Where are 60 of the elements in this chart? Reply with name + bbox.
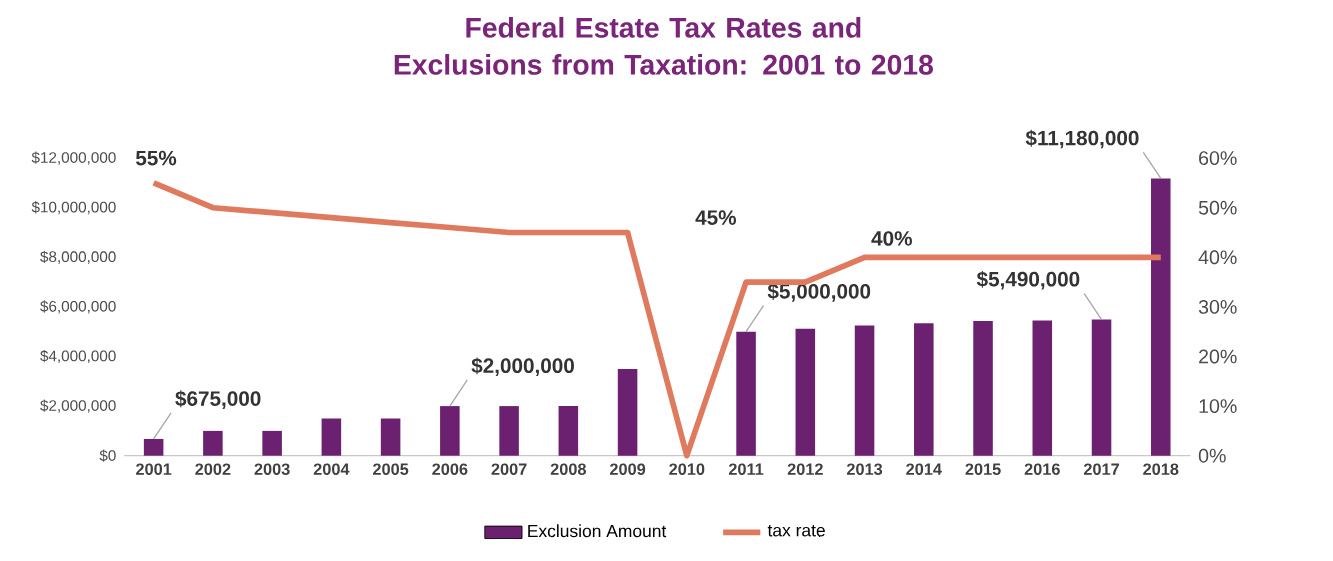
- bar: [795, 328, 816, 456]
- chart-title: Federal Estate Tax Rates and Exclusions from Taxation: 2001 to 2018: [394, 16, 933, 75]
- bar: [1151, 178, 1171, 456]
- x-tick-label: 2002: [195, 463, 231, 475]
- bar: [262, 430, 282, 456]
- bar: [499, 406, 519, 456]
- bar: [380, 418, 401, 456]
- bar: [440, 406, 460, 456]
- x-tick-label: 2003: [254, 463, 290, 475]
- annotation: 40%: [871, 231, 912, 246]
- x-tick-label: 2018: [1143, 463, 1179, 475]
- bar: [203, 430, 223, 456]
- x-tick-label: 2009: [609, 463, 646, 475]
- x-tick-label: 2012: [787, 463, 823, 475]
- bar: [558, 406, 579, 456]
- y2-tick-label: 20%: [1199, 349, 1237, 364]
- x-tick-label: 2001: [136, 463, 172, 475]
- y-tick-label: $0: [99, 449, 116, 462]
- y2-tick-label: 0%: [1198, 448, 1226, 463]
- y2-tick-label: 60%: [1199, 151, 1237, 166]
- y2-tick-label: 40%: [1198, 250, 1237, 265]
- x-tick-label: 2005: [373, 463, 409, 475]
- x-tick-label: 2016: [1024, 463, 1060, 475]
- annotation: $5,490,000: [976, 270, 1080, 290]
- bar: [973, 320, 993, 456]
- bar: [914, 323, 934, 456]
- x-tick-label: 2013: [846, 463, 883, 475]
- annotation: $675,000: [175, 390, 261, 409]
- y2-tick-label: 50%: [1198, 200, 1237, 215]
- y-tick-label: $8,000,000: [40, 250, 116, 264]
- bar: [143, 438, 164, 456]
- x-tick-label: 2007: [491, 463, 527, 475]
- annotation: 55%: [135, 150, 177, 166]
- legend-label: Exclusion Amount: [528, 524, 667, 538]
- x-tick-label: 2006: [432, 463, 468, 475]
- x-tick-label: 2008: [550, 463, 586, 475]
- annotation: $11,180,000: [1025, 129, 1139, 149]
- annotation: 45%: [695, 210, 737, 225]
- y-tick-label: $10,000,000: [31, 201, 116, 215]
- x-tick-label: 2010: [669, 463, 705, 475]
- bar: [1032, 320, 1053, 456]
- bar: [321, 418, 342, 456]
- x-tick-label: 2015: [965, 463, 1001, 475]
- x-tick-label: 2004: [313, 463, 350, 475]
- x-tick-label: 2014: [906, 463, 942, 475]
- annotation: $5,000,000: [767, 283, 871, 302]
- annotation: $2,000,000: [471, 357, 574, 376]
- bar: [617, 368, 638, 456]
- y-tick-label: $4,000,000: [40, 349, 116, 364]
- y-tick-label: $6,000,000: [40, 300, 116, 314]
- bar: [1091, 319, 1112, 456]
- bar: [854, 325, 875, 456]
- y-tick-label: $12,000,000: [31, 151, 116, 165]
- y2-tick-label: 10%: [1199, 399, 1237, 414]
- y-tick-label: $2,000,000: [40, 399, 116, 413]
- x-tick-label: 2017: [1083, 463, 1119, 475]
- x-tick-label: 2011: [728, 463, 764, 475]
- legend-label: tax rate: [767, 524, 825, 537]
- bar: [736, 331, 756, 456]
- y2-tick-label: 30%: [1198, 299, 1237, 314]
